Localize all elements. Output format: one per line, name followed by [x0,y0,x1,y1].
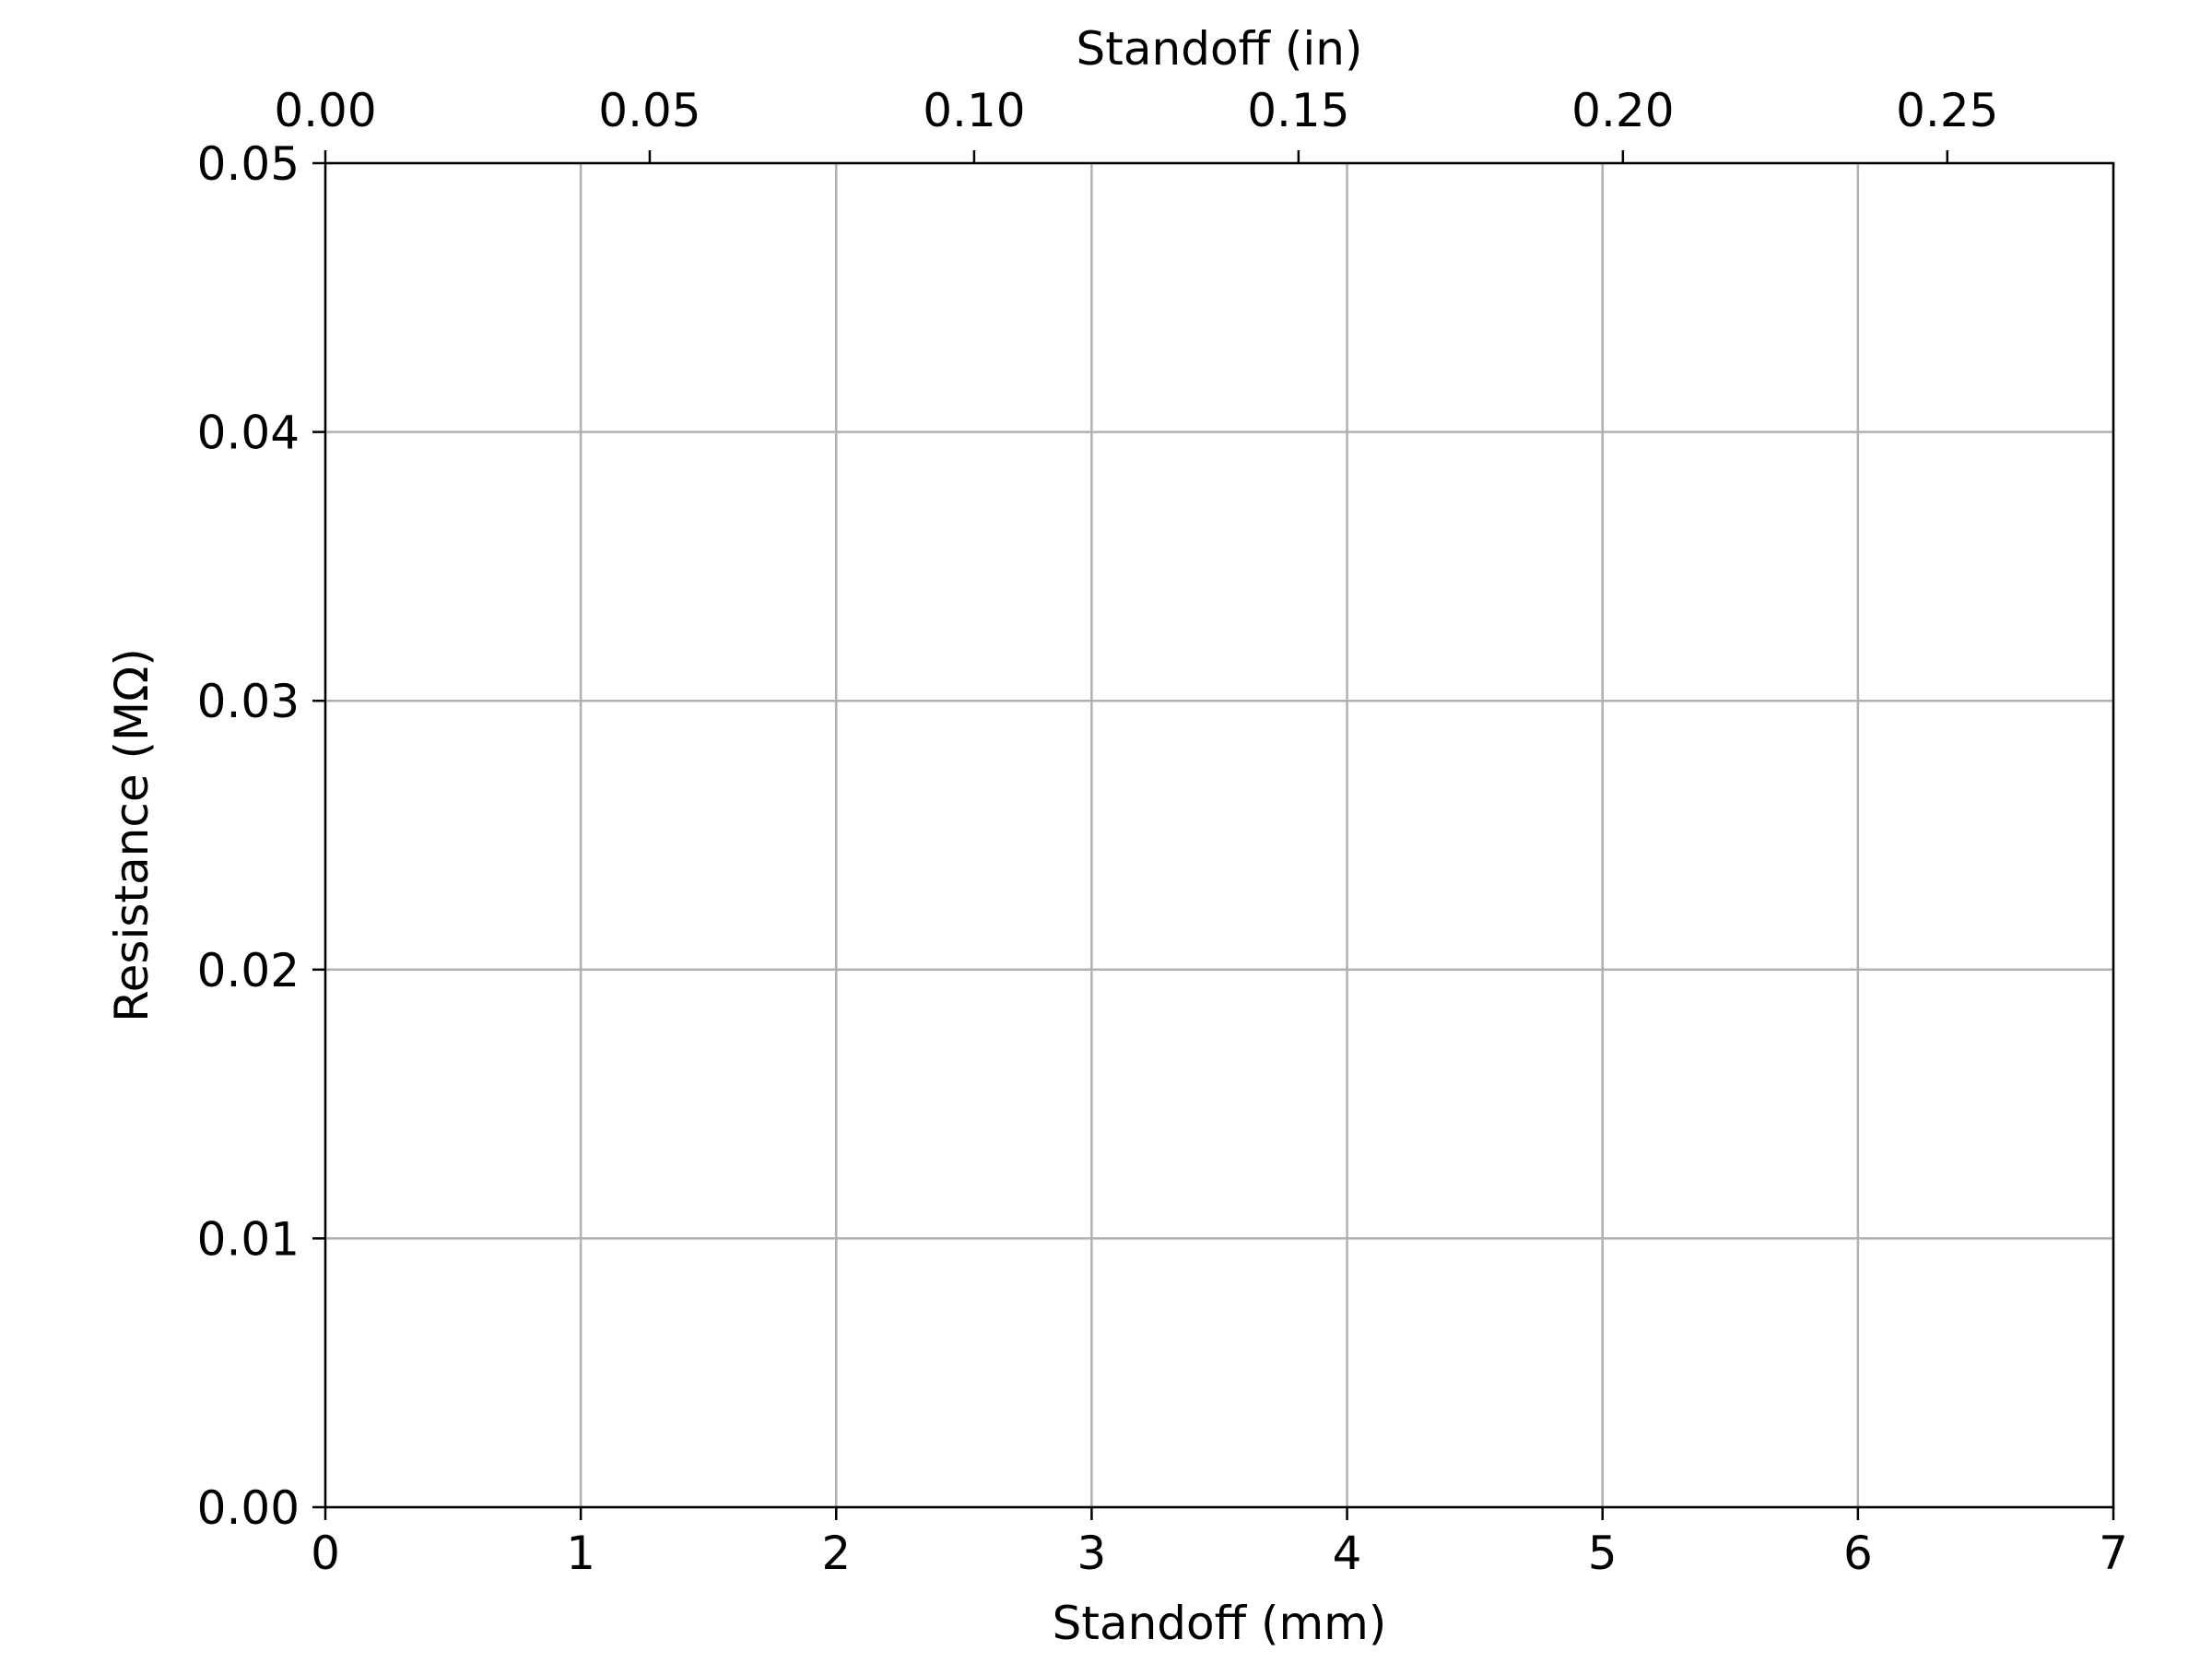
secondary-x-tick-label: 0.10 [923,84,1025,137]
x-tick-label: 3 [1077,1527,1107,1580]
x-axis-label: Standoff (mm) [1053,1597,1387,1650]
secondary-x-tick-label: 0.15 [1247,84,1349,137]
plot-area-frame [324,161,2115,1509]
y-tick-label: 0.00 [197,1481,300,1535]
secondary-x-tick-label: 0.25 [1896,84,1998,137]
secondary-x-tick-label: 0.20 [1571,84,1674,137]
x-tick-label: 1 [566,1527,595,1580]
x-tick-label: 2 [821,1527,851,1580]
ticks [312,150,2115,1520]
y-tick-label: 0.01 [197,1212,300,1266]
x-tick-label: 7 [2099,1527,2128,1580]
secondary-x-axis-label: Standoff (in) [1077,22,1363,76]
secondary-x-tick-label: 0.00 [274,84,376,137]
y-tick-label: 0.04 [197,407,300,460]
y-tick-label: 0.02 [197,944,300,997]
x-tick-label: 0 [311,1527,340,1580]
grid [324,161,2115,1509]
y-axis-label: Resistance (MΩ) [105,648,159,1022]
y-tick-label: 0.03 [197,675,300,728]
secondary-x-tick-label: 0.05 [598,84,700,137]
tick-labels: 0 1 2 3 4 5 6 70.000.010.020.030.040.050.00 0.05… [197,84,2128,1580]
y-tick-label: 0.05 [197,137,300,191]
x-tick-label: 4 [1333,1527,1362,1580]
x-tick-label: 6 [1843,1527,1873,1580]
x-tick-label: 5 [1588,1527,1618,1580]
